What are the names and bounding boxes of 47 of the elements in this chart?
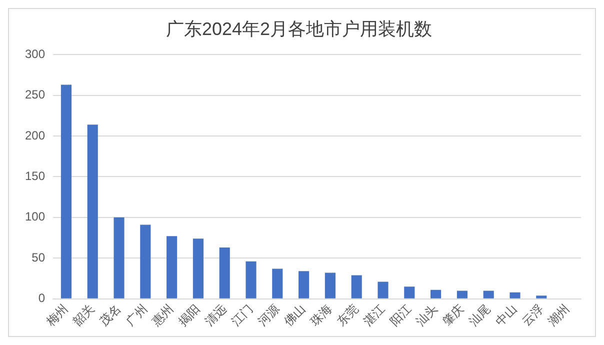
x-tick-label: 揭阳 xyxy=(176,302,203,328)
x-tick-label: 湛江 xyxy=(360,302,388,328)
chart-title: 广东2024年2月各地市户用装机数 xyxy=(166,18,432,39)
bar xyxy=(536,296,547,298)
y-tick-label: 300 xyxy=(24,46,46,61)
x-tick-label: 广州 xyxy=(123,302,150,328)
bar xyxy=(192,238,204,298)
y-tick-label: 50 xyxy=(32,250,46,264)
x-tick-label: 江门 xyxy=(228,302,256,328)
bar xyxy=(324,272,336,298)
x-tick-label: 阳江 xyxy=(387,302,414,328)
bar xyxy=(351,275,362,298)
bar xyxy=(166,236,178,298)
y-tick-label: 150 xyxy=(24,169,46,184)
bar xyxy=(272,268,283,298)
y-tick-label: 250 xyxy=(24,88,46,102)
bar xyxy=(298,271,310,298)
bar xyxy=(87,124,98,298)
bar xyxy=(510,292,520,298)
bar xyxy=(140,224,151,298)
bar xyxy=(60,84,72,298)
bar xyxy=(246,261,256,298)
x-tick-label: 中山 xyxy=(492,302,520,328)
x-tick-label: 惠州 xyxy=(148,302,176,330)
y-tick-label: 0 xyxy=(38,291,46,306)
x-tick-label: 汕头 xyxy=(413,302,440,328)
y-tick-label: 200 xyxy=(24,128,46,142)
x-tick-label: 肇庆 xyxy=(440,302,467,328)
x-tick-label: 梅州 xyxy=(43,302,71,330)
bar xyxy=(378,282,388,298)
bar xyxy=(483,290,494,298)
x-tick-label: 茂名 xyxy=(96,302,124,328)
x-tick-label: 东莞 xyxy=(334,302,362,328)
bar xyxy=(404,286,415,298)
x-tick-label: 珠海 xyxy=(308,302,335,328)
x-tick-label: 韶关 xyxy=(70,302,98,328)
x-tick-label: 清远 xyxy=(202,302,230,328)
bar xyxy=(114,217,124,298)
x-tick-label: 河源 xyxy=(255,302,282,328)
x-tick-label: 云浮 xyxy=(518,302,546,328)
x-tick-label: 汕尾 xyxy=(466,302,494,328)
x-tick-label: 佛山 xyxy=(281,302,308,328)
x-tick-label: 潮州 xyxy=(545,302,572,328)
bar xyxy=(456,290,468,298)
bar xyxy=(219,248,230,298)
y-tick-label: 100 xyxy=(24,210,46,224)
bar xyxy=(430,290,442,298)
